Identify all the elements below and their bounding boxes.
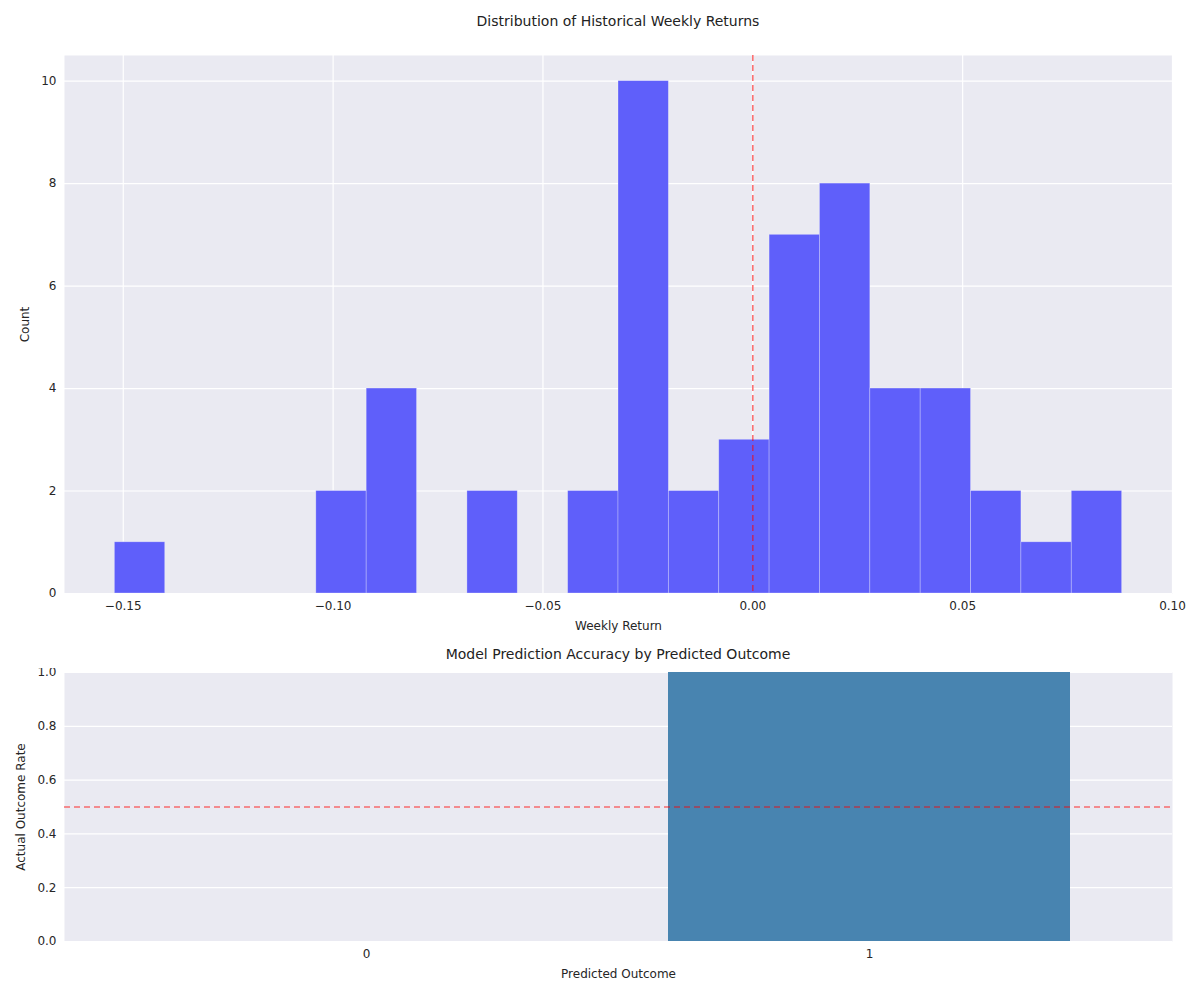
svg-text:0.4: 0.4 <box>37 827 56 841</box>
svg-text:6: 6 <box>49 279 57 293</box>
svg-text:−0.15: −0.15 <box>105 599 142 613</box>
svg-text:−0.10: −0.10 <box>315 599 352 613</box>
svg-text:Count: Count <box>18 306 32 342</box>
svg-text:0.00: 0.00 <box>739 599 766 613</box>
svg-text:0.10: 0.10 <box>1159 599 1186 613</box>
svg-text:0.05: 0.05 <box>949 599 976 613</box>
svg-text:0.2: 0.2 <box>37 881 56 895</box>
svg-text:0.6: 0.6 <box>37 773 56 787</box>
svg-text:1.0: 1.0 <box>37 668 56 679</box>
svg-text:8: 8 <box>49 176 57 190</box>
html-text:Distribution of Historical Wee: Distribution of Historical Weekly Return… <box>476 13 760 29</box>
svg-text:Actual Outcome Rate: Actual Outcome Rate <box>14 743 28 871</box>
svg-text:0: 0 <box>363 947 371 961</box>
svg-text:1: 1 <box>866 947 874 961</box>
svg-text:−0.05: −0.05 <box>525 599 562 613</box>
svg-text:0: 0 <box>49 586 57 600</box>
svg-text:4: 4 <box>49 381 57 395</box>
svg-text:0.8: 0.8 <box>37 719 56 733</box>
svg-text:Weekly Return: Weekly Return <box>575 619 662 633</box>
svg-text:Predicted Outcome: Predicted Outcome <box>561 967 676 981</box>
svg-text:2: 2 <box>49 484 57 498</box>
html-text:Model Prediction Accuracy by P: Model Prediction Accuracy by Predicted O… <box>445 646 791 662</box>
svg-text:10: 10 <box>41 74 56 88</box>
svg-text:0.0: 0.0 <box>37 934 56 948</box>
